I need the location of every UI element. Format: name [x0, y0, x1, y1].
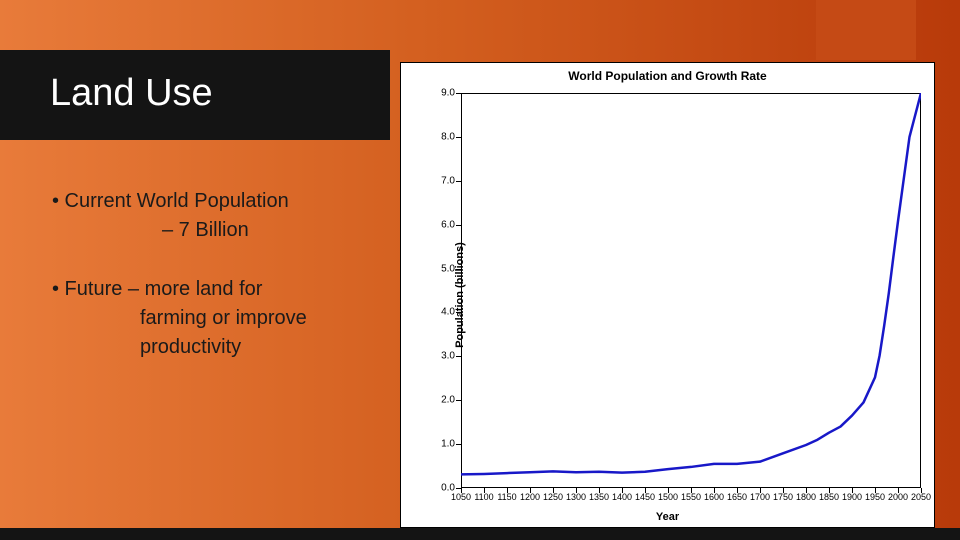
bullet-2-line2: farming or improve [140, 307, 392, 330]
chart-container: World Population and Growth Rate Populat… [400, 62, 935, 528]
slide-title: Land Use [50, 72, 213, 115]
chart-svg [461, 93, 921, 488]
chart-plot-area: 0.01.02.03.04.05.06.07.08.09.01050110011… [461, 93, 921, 488]
population-line [461, 93, 921, 474]
bottom-bar [0, 528, 960, 540]
bullet-1-line2: – 7 Billion [162, 219, 392, 242]
bullet-1-line1: • Current World Population [52, 190, 392, 213]
chart-title: World Population and Growth Rate [401, 69, 934, 83]
bullet-2-line3: productivity [140, 336, 392, 359]
bullet-2-line1: • Future – more land for [52, 278, 392, 301]
bullet-list: • Current World Population – 7 Billion •… [52, 190, 392, 365]
chart-xlabel: Year [401, 511, 934, 523]
slide: Land Use • Current World Population – 7 … [0, 0, 960, 540]
accent-block [816, 0, 916, 60]
